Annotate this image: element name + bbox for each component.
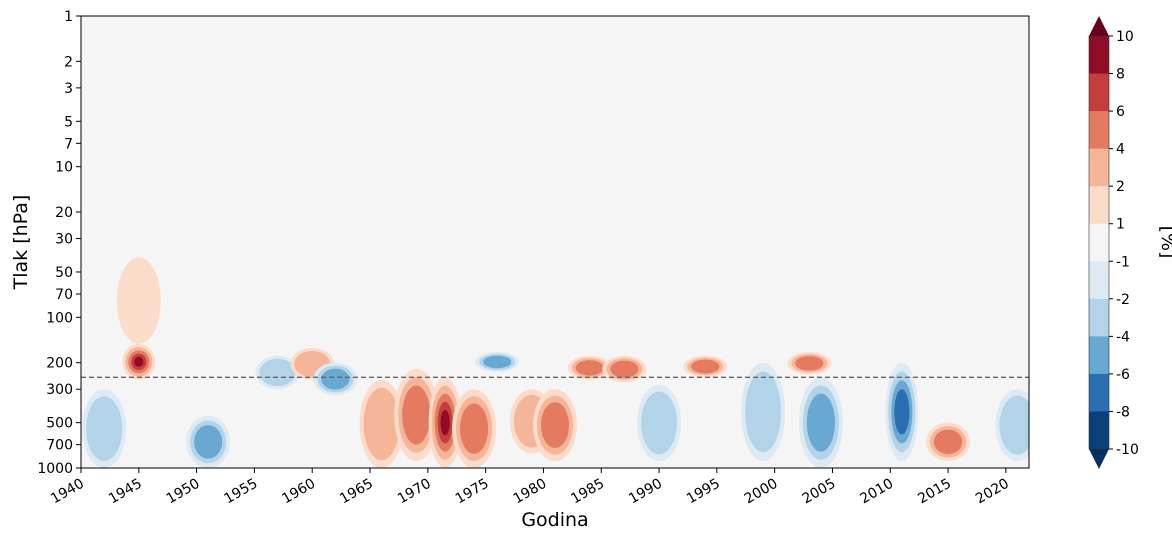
colorbar-segment — [1089, 261, 1109, 300]
colorbar-extend-bottom — [1089, 449, 1109, 469]
x-tick-label: 1965 — [337, 476, 376, 508]
contour-feature — [933, 429, 963, 455]
contour-feature — [641, 391, 678, 455]
y-tick-label: 2 — [64, 54, 73, 70]
colorbar-tick-label: 6 — [1116, 104, 1125, 120]
x-tick-label: 1955 — [222, 476, 261, 508]
colorbar-tick-label: -1 — [1116, 254, 1130, 270]
colorbar-segment — [1089, 148, 1109, 187]
contour-feature — [745, 371, 782, 453]
y-tick-label: 100 — [46, 310, 73, 326]
x-tick-label: 1960 — [279, 476, 318, 508]
x-tick-label: 2005 — [800, 476, 839, 508]
y-tick-label: 1000 — [37, 461, 73, 477]
colorbar-title: [%] — [1157, 226, 1172, 259]
contour-feature — [459, 403, 489, 454]
colorbar-segment — [1089, 223, 1109, 262]
x-tick-label: 2020 — [973, 476, 1012, 508]
x-tick-label: 1980 — [511, 476, 550, 508]
colorbar-segment — [1089, 411, 1109, 450]
x-tick-label: 1950 — [164, 476, 203, 508]
colorbar-extend-top — [1089, 16, 1109, 36]
colorbar-segment — [1089, 373, 1109, 412]
y-tick-label: 1 — [64, 9, 73, 25]
plot-frame — [80, 15, 1030, 469]
colorbar: 10 8 6 4 2 1 -1 -2 -4 -6 -8 -10 — [1088, 16, 1139, 469]
y-tick-label: 5 — [64, 114, 73, 130]
contour-feature — [363, 387, 400, 461]
x-tick-label: 1975 — [453, 476, 492, 508]
contour-feature — [321, 368, 350, 390]
contour-feature — [806, 393, 835, 452]
colorbar-tick-label: 8 — [1116, 67, 1125, 83]
contour-feature — [440, 409, 450, 436]
contour-feature — [402, 385, 431, 445]
colorbar-tick-label: 1 — [1116, 217, 1125, 233]
y-axis: 1 2 3 5 7 10 20 30 50 70 100 200 300 500 700 1000 — [37, 9, 81, 477]
y-tick-label: 50 — [55, 265, 73, 281]
contour-feature — [691, 359, 720, 374]
x-tick-label: 2015 — [915, 476, 954, 508]
contour-feature — [540, 402, 570, 449]
contour-feature — [86, 396, 123, 461]
x-tick-label: 1995 — [684, 476, 723, 508]
colorbar-tick-label: 2 — [1116, 179, 1125, 195]
contour-feature — [194, 425, 223, 459]
contour-feature — [575, 360, 604, 376]
colorbar-tick-label: -6 — [1116, 367, 1130, 383]
x-axis-title: Godina — [521, 509, 588, 531]
colorbar-tick-label: -8 — [1116, 404, 1130, 420]
y-tick-label: 300 — [46, 382, 73, 398]
contour-feature — [116, 257, 161, 344]
contour-feature — [610, 360, 639, 378]
y-tick-label: 500 — [46, 416, 73, 432]
colorbar-tick-label: -10 — [1116, 442, 1139, 458]
x-tick-label: 1940 — [48, 476, 87, 508]
x-tick-label: 2000 — [742, 476, 781, 508]
contour-feature — [483, 355, 512, 369]
contour-feature — [999, 395, 1029, 455]
contour-feature — [795, 356, 824, 371]
colorbar-tick-label: 4 — [1116, 142, 1125, 158]
y-axis-title: Tlak [hPa] — [10, 195, 32, 291]
contour-feature — [134, 356, 144, 367]
x-tick-label: 1970 — [395, 476, 434, 508]
colorbar-segment — [1089, 36, 1109, 75]
contour-layer — [82, 257, 1029, 468]
x-tick-label: 1990 — [626, 476, 665, 508]
y-tick-label: 7 — [64, 136, 73, 152]
y-tick-label: 10 — [55, 160, 73, 176]
colorbar-frame — [1088, 35, 1110, 450]
x-tick-label: 2010 — [857, 476, 896, 508]
colorbar-tick-label: -4 — [1116, 329, 1130, 345]
colorbar-segment — [1089, 186, 1109, 225]
y-tick-label: 20 — [55, 205, 73, 221]
x-tick-label: 1945 — [106, 476, 145, 508]
colorbar-segment — [1089, 73, 1109, 112]
contour-feature — [894, 389, 910, 435]
y-tick-label: 30 — [55, 232, 73, 248]
y-tick-label: 70 — [55, 287, 73, 303]
y-tick-label: 3 — [64, 81, 73, 97]
colorbar-segment — [1089, 298, 1109, 337]
colorbar-tick-label: 10 — [1116, 29, 1134, 45]
contour-feature — [259, 358, 296, 387]
x-tick-label: 1985 — [568, 476, 607, 508]
colorbar-tick-label: -2 — [1116, 292, 1130, 308]
colorbar-segment — [1089, 111, 1109, 150]
y-tick-label: 700 — [46, 438, 73, 454]
x-axis: 1940 1945 1950 1955 1960 1965 1970 1975 1980 1985… — [48, 468, 1012, 507]
y-tick-label: 200 — [46, 356, 73, 372]
colorbar-segment — [1089, 336, 1109, 375]
